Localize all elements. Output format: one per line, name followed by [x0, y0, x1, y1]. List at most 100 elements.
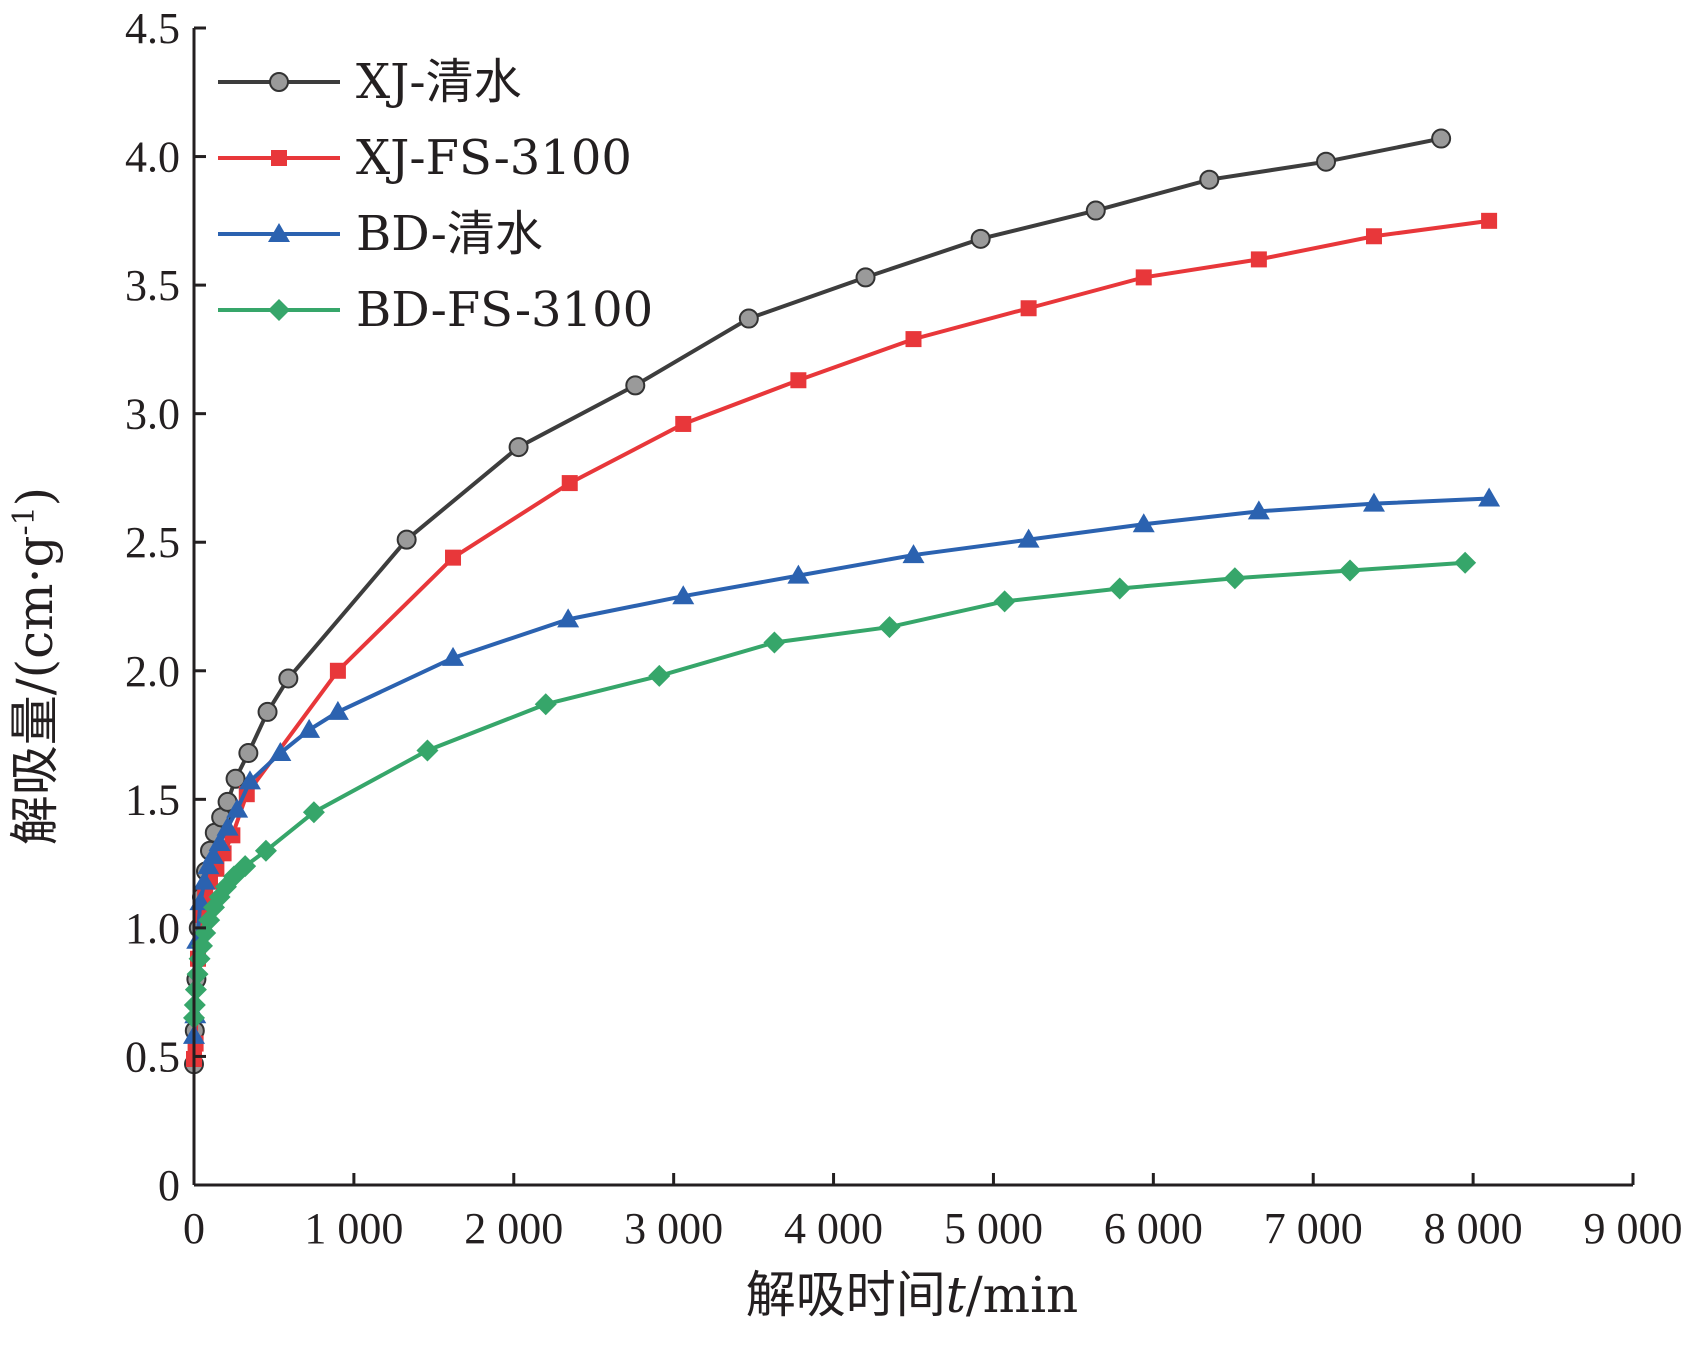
data-point — [672, 585, 695, 605]
y-tick-label: 1.5 — [125, 775, 180, 824]
data-point — [298, 718, 321, 738]
series-1 — [184, 128, 1452, 1075]
data-point — [238, 743, 259, 764]
data-point — [184, 978, 207, 1001]
series-layer — [183, 128, 1501, 1075]
data-point — [508, 437, 529, 458]
x-tick-label: 8 000 — [1424, 1204, 1523, 1253]
data-point — [302, 801, 325, 824]
legend-marker — [268, 223, 290, 242]
series-4 — [183, 551, 1477, 1029]
data-point — [1132, 513, 1155, 533]
legend-label: XJ-FS-3100 — [356, 130, 632, 186]
data-point — [216, 816, 239, 836]
data-point — [416, 739, 439, 762]
data-point — [738, 308, 759, 329]
data-point — [254, 839, 277, 862]
data-point — [1017, 528, 1040, 548]
data-point — [186, 963, 209, 986]
data-point — [855, 267, 876, 288]
y-tick-label: 4.0 — [125, 133, 180, 182]
data-point — [1338, 559, 1361, 582]
data-point — [970, 228, 991, 249]
y-tick-label: 2.0 — [125, 647, 180, 696]
x-tick-label: 0 — [183, 1204, 205, 1253]
y-ticks: 0 0.5 1.0 1.5 2.0 2.5 3.0 3.5 4.0 4.5 — [125, 4, 206, 1210]
data-point — [1250, 251, 1267, 268]
series-2 — [186, 212, 1498, 1068]
legend-item: XJ-清水 — [218, 54, 522, 110]
data-point — [1481, 212, 1498, 229]
data-point — [225, 768, 246, 789]
data-point — [1362, 492, 1385, 512]
data-point — [1478, 487, 1501, 507]
y-tick-label: 2.5 — [125, 518, 180, 567]
data-point — [1108, 577, 1131, 600]
y-tick-label: 1.0 — [125, 904, 180, 953]
data-point — [208, 832, 231, 852]
legend-marker — [269, 72, 289, 92]
legend-item: BD-FS-3100 — [218, 282, 653, 338]
data-point — [257, 701, 278, 722]
y-tick-label: 0 — [158, 1161, 180, 1210]
data-point — [1135, 269, 1152, 286]
series-line — [192, 496, 1490, 1036]
data-point — [625, 375, 646, 396]
y-tick-label: 3.0 — [125, 390, 180, 439]
data-point — [790, 372, 807, 389]
data-point — [787, 564, 810, 584]
data-point — [1020, 300, 1037, 317]
data-point — [329, 662, 346, 679]
x-tick-label: 9 000 — [1584, 1204, 1683, 1253]
series-line — [192, 560, 1466, 1019]
data-point — [278, 668, 299, 689]
series-3 — [183, 487, 1501, 1044]
x-tick-label: 6 000 — [1104, 1204, 1203, 1253]
y-tick-label: 3.5 — [125, 261, 180, 310]
data-point — [1085, 200, 1106, 221]
data-point — [234, 855, 257, 878]
data-point — [557, 608, 580, 628]
legend: XJ-清水 XJ-FS-3100 BD-清水 BD-FS-3100 — [218, 54, 653, 338]
data-point — [269, 742, 292, 762]
x-tick-label: 1 000 — [304, 1204, 403, 1253]
data-point — [1454, 551, 1477, 574]
data-point — [561, 475, 578, 492]
legend-marker — [271, 150, 287, 166]
data-point — [534, 693, 557, 716]
data-point — [1316, 151, 1337, 172]
data-point — [763, 631, 786, 654]
series-line — [192, 136, 1442, 1065]
x-tick-label: 4 000 — [784, 1204, 883, 1253]
data-point — [445, 549, 462, 566]
data-point — [1199, 169, 1220, 190]
data-point — [326, 700, 349, 720]
data-point — [193, 870, 216, 890]
data-point — [902, 544, 925, 564]
data-point — [1223, 567, 1246, 590]
data-point — [1365, 228, 1382, 245]
plot-area: 0 0.5 1.0 1.5 2.0 2.5 3.0 3.5 4.0 4.5 0 1 000 2 000… — [125, 4, 1683, 1253]
y-axis-title: 解吸量/(cm·g-1) — [6, 487, 64, 845]
legend-label: BD-FS-3100 — [356, 282, 653, 338]
data-point — [878, 616, 901, 639]
data-point — [648, 664, 671, 687]
y-tick-label: 4.5 — [125, 4, 180, 53]
data-point — [197, 855, 220, 875]
x-tick-label: 2 000 — [464, 1204, 563, 1253]
legend-label: BD-清水 — [356, 206, 543, 262]
x-tick-label: 7 000 — [1264, 1204, 1363, 1253]
x-tick-label: 5 000 — [944, 1204, 1043, 1253]
series-line — [192, 218, 1490, 1060]
x-tick-label: 3 000 — [624, 1204, 723, 1253]
data-point — [396, 529, 417, 550]
legend-item: XJ-FS-3100 — [218, 130, 632, 186]
data-point — [993, 590, 1016, 613]
data-point — [905, 331, 922, 348]
y-tick-label: 0.5 — [125, 1032, 180, 1081]
x-ticks: 0 1 000 2 000 3 000 4 000 5 000 6 000 7 000 8 00… — [183, 1173, 1683, 1253]
data-point — [238, 770, 261, 790]
x-axis-title: 解吸时间t/min — [746, 1266, 1079, 1324]
data-point — [226, 798, 249, 818]
